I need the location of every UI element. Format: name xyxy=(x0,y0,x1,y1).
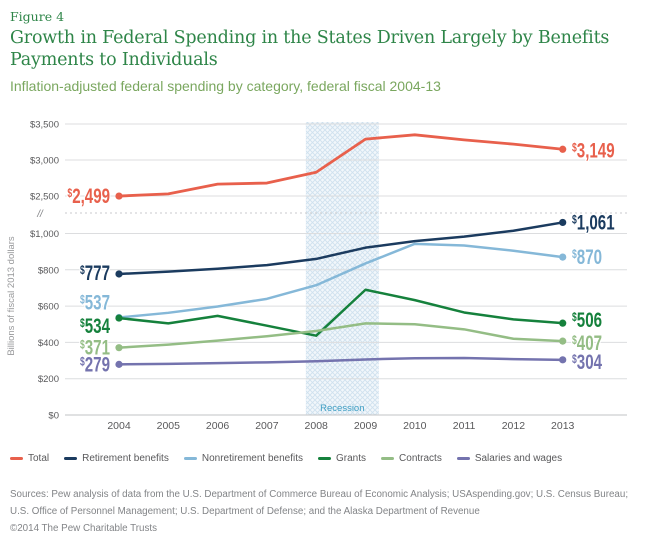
series-end-dot-retirement-benefits xyxy=(559,218,567,227)
legend: Total Retirement benefits Nonretirement be… xyxy=(10,453,562,464)
x-tick-label: 2010 xyxy=(403,420,427,432)
y-tick-label: $400 xyxy=(38,338,59,349)
end-value-label-nonretirement-benefits: $870 xyxy=(572,245,602,269)
title-line-1: Growth in Federal Spending in the States… xyxy=(10,28,610,48)
series-end-dot-total xyxy=(559,145,567,153)
axis-break-label: // xyxy=(36,209,44,220)
x-tick-label: 2006 xyxy=(206,420,230,432)
legend-item-total: Total xyxy=(10,453,49,464)
legend-label: Nonretirement benefits xyxy=(201,453,304,464)
start-value-label-total: $2,499 xyxy=(67,184,110,208)
y-tick-label: $600 xyxy=(38,302,59,313)
chart-svg: $0 $200 $400 $600 $800 $1,000 $2,500 $3,000 $3,5… xyxy=(6,120,627,432)
start-value-label-contracts: $371 xyxy=(80,335,110,359)
x-tick-label: 2009 xyxy=(354,420,378,432)
recession-label: Recession xyxy=(320,403,364,414)
legend-swatch-contracts xyxy=(381,457,395,460)
sources-text: Sources: Pew analysis of data from the U… xyxy=(10,487,642,520)
recession-band xyxy=(305,122,379,415)
series-line-salaries-and-wages xyxy=(117,356,564,366)
end-value-label-salaries-and-wages: $304 xyxy=(572,349,603,373)
legend-item-nonretirement-benefits: Nonretirement benefits xyxy=(183,453,304,464)
start-value-label-nonretirement-benefits: $537 xyxy=(80,290,110,314)
series-start-dot-retirement-benefits xyxy=(115,270,123,278)
legend-swatch-grants xyxy=(318,457,332,460)
series-start-dot-grants xyxy=(115,314,123,322)
legend-label: Contracts xyxy=(399,453,442,464)
series-end-dot-salaries-and-wages xyxy=(559,356,567,364)
start-value-label-retirement-benefits: $777 xyxy=(80,260,110,284)
legend-swatch-retirement-benefits xyxy=(64,457,78,460)
series-end-dot-grants xyxy=(559,319,567,327)
series-end-dot-nonretirement-benefits xyxy=(559,253,567,261)
spending-chart: $0 $200 $400 $600 $800 $1,000 $2,500 $3,000 $3,5… xyxy=(0,108,650,452)
x-tick-label: 2012 xyxy=(502,420,526,432)
series-line-nonretirement-benefits xyxy=(117,242,564,319)
legend-item-salaries-and-wages: Salaries and wages xyxy=(456,453,563,464)
chart-subtitle: Inflation-adjusted federal spending by c… xyxy=(10,78,441,94)
x-tick-label: 2007 xyxy=(255,420,279,432)
y-tick-label: $3,000 xyxy=(30,156,59,167)
legend-swatch-total xyxy=(10,457,23,460)
copyright-text: ©2014 The Pew Charitable Trusts xyxy=(10,523,157,534)
series-line-retirement-benefits xyxy=(117,221,564,276)
legend-label: Retirement benefits xyxy=(82,453,169,464)
legend-label: Total xyxy=(28,453,50,464)
series-line-contracts xyxy=(117,322,564,349)
y-tick-label: $1,000 xyxy=(30,229,59,240)
series-line-grants xyxy=(117,288,564,337)
legend-label: Salaries and wages xyxy=(474,453,563,464)
title-line-2: Payments to Individuals xyxy=(10,50,218,70)
legend-item-grants: Grants xyxy=(318,453,366,464)
series-start-dot-salaries-and-wages xyxy=(115,360,123,368)
sources-line-2: U.S. Office of Personnel Management; U.S… xyxy=(10,505,480,517)
series-line-total xyxy=(117,133,565,198)
y-tick-label: $2,500 xyxy=(30,192,59,203)
x-tick-label: 2011 xyxy=(453,420,476,432)
end-value-label-contracts: $407 xyxy=(572,331,602,355)
start-value-label-grants: $534 xyxy=(80,314,111,338)
series-start-dot-total xyxy=(115,192,123,200)
sources-line-1: Sources: Pew analysis of data from the U… xyxy=(10,489,629,500)
legend-item-contracts: Contracts xyxy=(381,453,442,464)
end-value-label-grants: $506 xyxy=(572,308,602,332)
legend-label: Grants xyxy=(336,453,367,464)
x-tick-label: 2005 xyxy=(157,420,181,432)
legend-swatch-nonretirement-benefits xyxy=(183,457,197,460)
start-value-label-salaries-and-wages: $279 xyxy=(80,352,110,376)
y-axis-title: Billions of fiscal 2013 dollars xyxy=(6,236,17,356)
x-tick-label: 2004 xyxy=(107,420,131,432)
end-value-label-retirement-benefits: $1,061 xyxy=(572,210,615,234)
x-tick-label: 2008 xyxy=(305,420,329,432)
series-start-dot-contracts xyxy=(115,344,123,352)
y-tick-label: $200 xyxy=(38,374,59,385)
series-end-dot-contracts xyxy=(559,337,567,345)
end-value-label-total: $3,149 xyxy=(572,138,615,162)
legend-item-retirement-benefits: Retirement benefits xyxy=(64,453,169,464)
y-tick-label: $800 xyxy=(38,265,59,276)
x-tick-label: 2013 xyxy=(551,420,575,432)
y-tick-label: $3,500 xyxy=(30,120,59,131)
figure-label: Figure 4 xyxy=(10,9,65,24)
page-title: Growth in Federal Spending in the States… xyxy=(10,27,646,71)
y-tick-label: $0 xyxy=(48,411,59,422)
legend-swatch-salaries-and-wages xyxy=(456,457,470,460)
